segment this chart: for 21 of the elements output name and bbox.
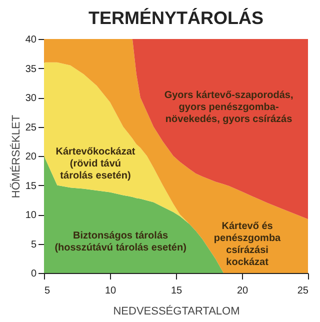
annotation: Biztonságos tárolás (hosszútávú tárolás esetén) <box>54 230 186 254</box>
y-tick-label: 35 <box>25 64 37 75</box>
y-tick-label: 5 <box>30 239 37 250</box>
annotation: Kártevő és penészgomba csírázási kockázat <box>214 221 282 268</box>
y-tick-label: 40 <box>25 34 37 46</box>
x-tick-label: 10 <box>104 286 116 296</box>
annotation: Kártevőkockázat (rövid távú tárolás esetén) <box>56 146 136 182</box>
y-tick-label: 25 <box>25 122 37 134</box>
annotation: Gyors kártevő-szaporodás, gyors penészgomba- növekedés, gyors csírázás <box>164 90 294 126</box>
y-tick-label: 20 <box>25 152 37 162</box>
x-axis-title: NEDVESSÉGTARTALOM <box>113 304 240 318</box>
y-tick-label: 15 <box>25 180 37 192</box>
y-tick-label: 10 <box>25 210 37 221</box>
x-tick-label: 15 <box>170 286 182 296</box>
x-tick-label: 25 <box>297 286 309 296</box>
y-tick-label: 0 <box>30 268 37 280</box>
chart-title: TERMÉNYTÁROLÁS <box>88 8 264 28</box>
x-tick-label: 5 <box>44 286 50 296</box>
x-tick-label: 20 <box>236 286 248 296</box>
y-tick-label: 30 <box>25 93 37 104</box>
y-axis-title: HŐMÉRSÉKLET <box>9 114 22 198</box>
